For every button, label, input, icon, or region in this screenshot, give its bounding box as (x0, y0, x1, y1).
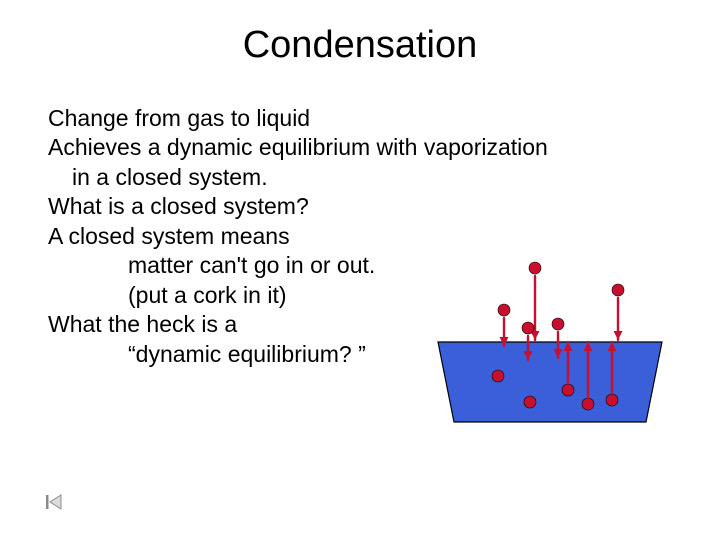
page-title: Condensation (0, 24, 720, 67)
body-text: Change from gas to liquid Achieves a dyn… (48, 104, 688, 369)
body-line: Change from gas to liquid (48, 104, 688, 133)
body-line: “dynamic equilibrium? ” (48, 340, 688, 369)
body-line: What the heck is a (48, 310, 688, 339)
body-line: What is a closed system? (48, 192, 688, 221)
body-line: in a closed system. (48, 163, 688, 192)
body-line: A closed system means (48, 222, 688, 251)
body-line: (put a cork in it) (48, 281, 688, 310)
slide: Condensation Change from gas to liquid A… (0, 0, 720, 540)
first-slide-icon[interactable] (44, 492, 64, 512)
body-line: Achieves a dynamic equilibrium with vapo… (48, 133, 688, 162)
body-line: matter can't go in or out. (48, 251, 688, 280)
